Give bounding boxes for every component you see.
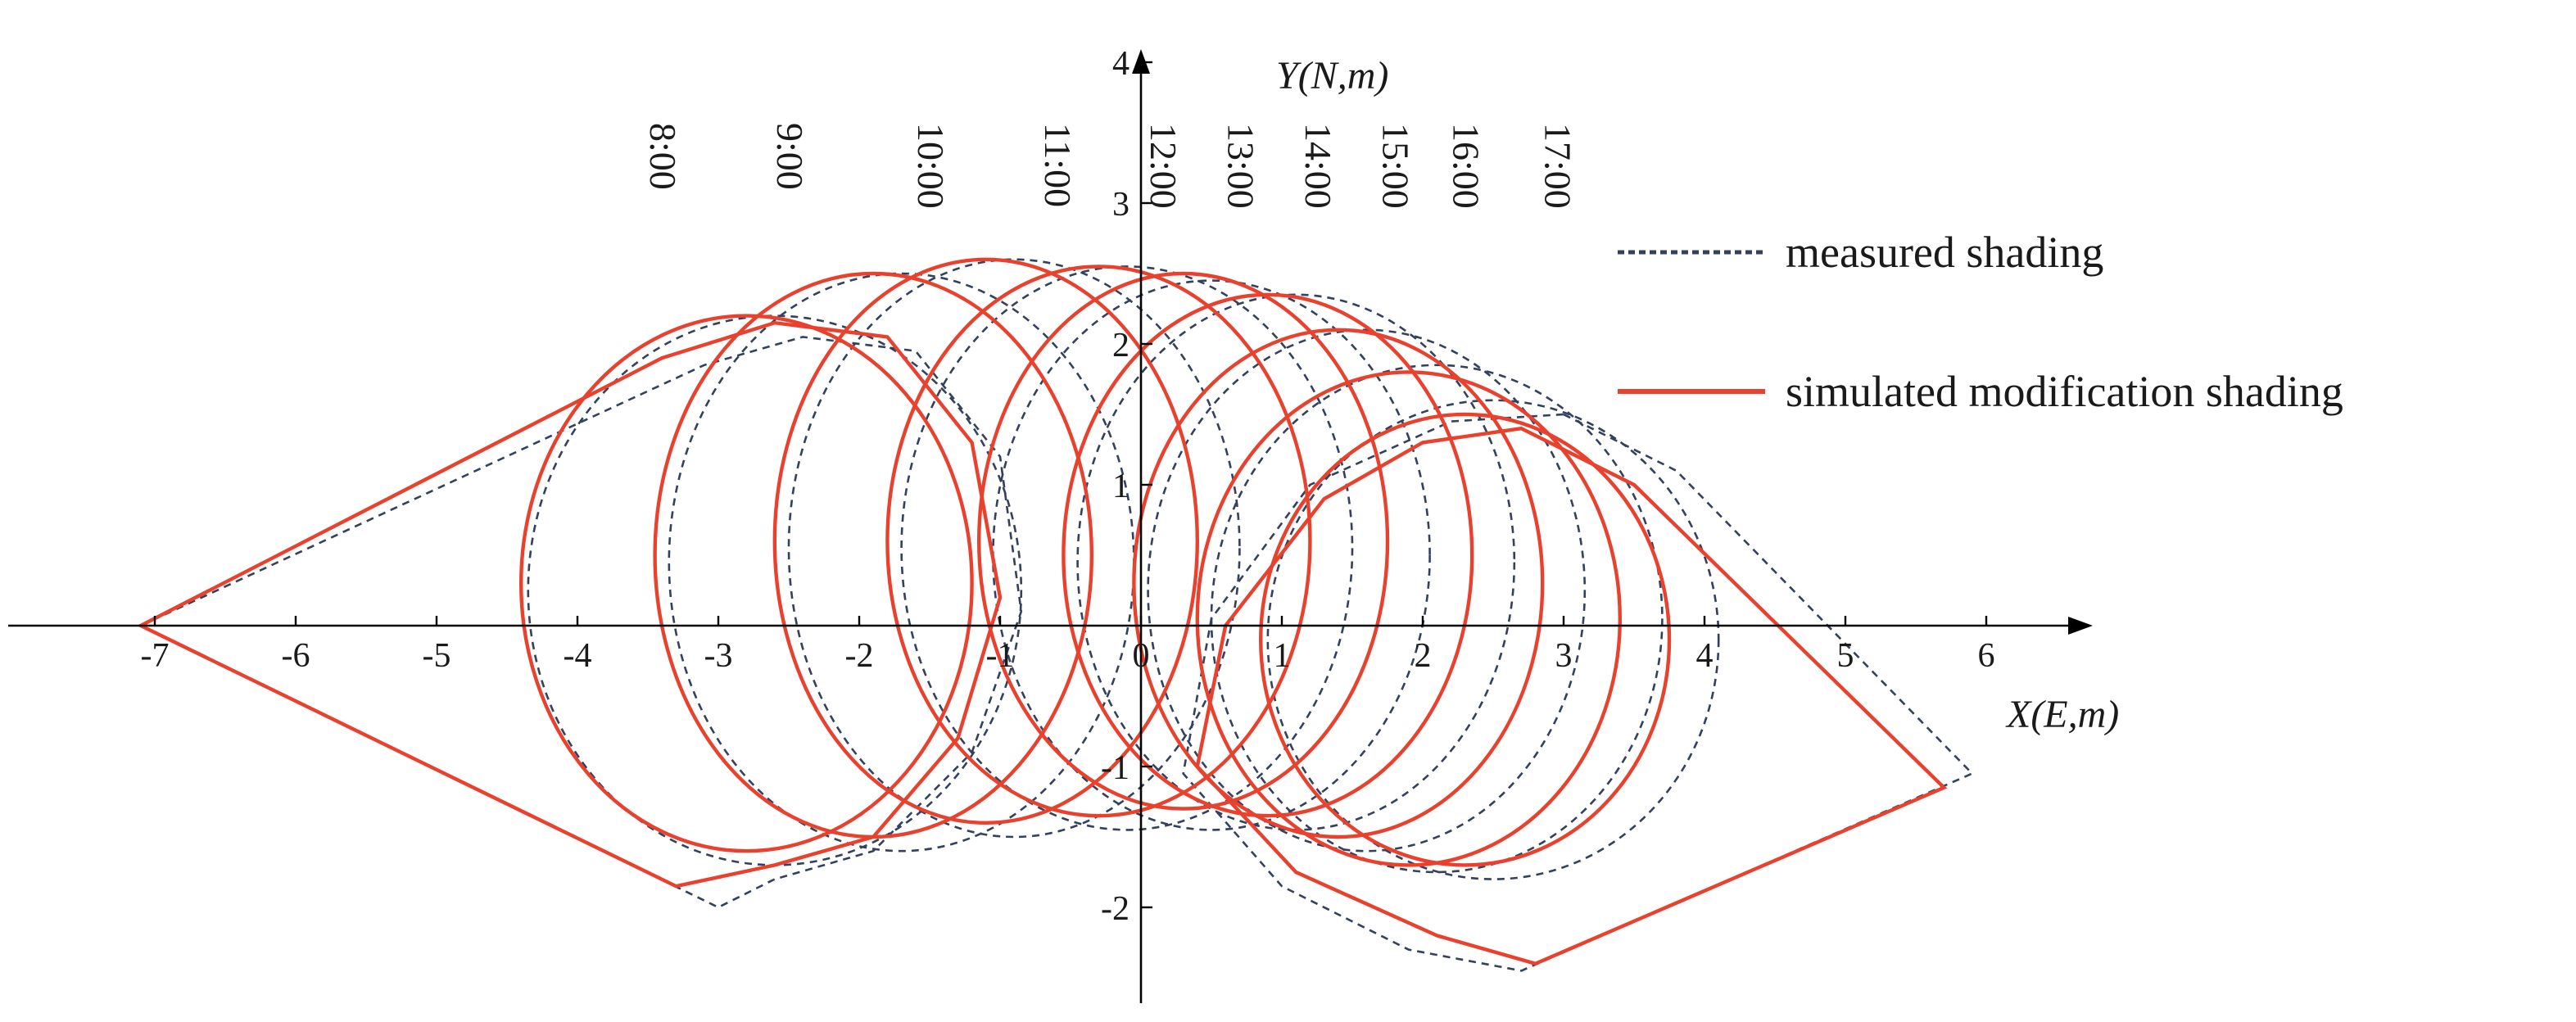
measured-shading-ellipse-2 xyxy=(787,258,1241,839)
simulated-modification-shading-ellipse-1 xyxy=(653,271,1093,839)
simulated-modification-shading-polygon-1 xyxy=(1195,426,1948,966)
legend-label-simulated: simulated modification shading xyxy=(1786,367,2343,416)
time-label-16-00: 16:00 xyxy=(1446,123,1487,209)
x-tick-label: -2 xyxy=(845,637,874,675)
time-label-12-00: 12:00 xyxy=(1143,123,1184,209)
x-axis-arrowhead xyxy=(2068,617,2093,635)
x-tick-label: 3 xyxy=(1555,637,1573,675)
simulated-modification-shading-ellipse-0 xyxy=(519,314,974,853)
measured-shading-ellipse-7 xyxy=(1210,364,1664,874)
y-tick-label: -1 xyxy=(1101,749,1130,787)
y-axis-label: Y(N,m) xyxy=(1276,54,1388,97)
time-label-13-00: 13:00 xyxy=(1220,123,1261,209)
simulated-modification-shading-polygon-0 xyxy=(136,320,1003,889)
measured-shading-ellipse-0 xyxy=(527,314,1023,866)
time-label-14-00: 14:00 xyxy=(1297,123,1339,209)
legend-label-measured: measured shading xyxy=(1786,228,2103,277)
y-ticks: -2 -1 1 2 3 4 xyxy=(1101,45,1152,928)
x-tick-label: -7 xyxy=(141,637,170,675)
x-axis-label: X(E,m) xyxy=(2005,693,2119,736)
time-labels: 8:00 9:00 10:00 11:00 12:00 13:00 14:00 15:00 16… xyxy=(642,123,1578,209)
simulated-modification-shading-ellipse-6 xyxy=(1132,328,1545,839)
y-tick-label: 2 xyxy=(1112,327,1130,364)
x-tick-label: -3 xyxy=(704,637,733,675)
x-tick-label: 5 xyxy=(1837,637,1854,675)
y-tick-label: 4 xyxy=(1112,45,1130,83)
time-label-10-00: 10:00 xyxy=(910,123,952,209)
x-tick-label: -5 xyxy=(423,637,451,675)
time-label-15-00: 15:00 xyxy=(1375,123,1417,209)
x-tick-label: -4 xyxy=(564,637,592,675)
x-tick-label: 1 xyxy=(1274,637,1291,675)
simulated-modification-shading-ellipse-2 xyxy=(772,257,1200,825)
simulated-modification-shading-ellipse-8 xyxy=(1258,412,1672,867)
measured-shading-polygon-0 xyxy=(138,336,1023,909)
simulated-modification-shading-ellipse-7 xyxy=(1195,370,1623,867)
time-label-9-00: 9:00 xyxy=(769,123,811,190)
x-tick-label: 2 xyxy=(1415,637,1432,675)
measured-shading-ellipse-6 xyxy=(1147,328,1587,852)
simulated-modification-shading-ellipse-5 xyxy=(1062,292,1474,818)
x-tick-label: 4 xyxy=(1696,637,1714,675)
time-label-8-00: 8:00 xyxy=(642,123,684,190)
y-tick-label: -2 xyxy=(1101,890,1130,928)
y-tick-label: 1 xyxy=(1112,468,1130,505)
x-ticks: -7 -6 -5 -4 -3 -2 -1 0 1 2 3 4 5 6 xyxy=(141,616,1995,675)
time-label-17-00: 17:00 xyxy=(1537,123,1578,209)
legend: measured shading simulated modification … xyxy=(1618,228,2343,416)
measured-shading-ellipse-3 xyxy=(900,265,1354,831)
y-tick-label: 3 xyxy=(1112,186,1130,224)
x-tick-label: 6 xyxy=(1978,637,1995,675)
measured-shading-polygon-1 xyxy=(1182,413,1975,972)
series-simulated-modification-shading xyxy=(136,257,1948,966)
x-tick-label: -6 xyxy=(282,637,310,675)
measured-shading-ellipse-4 xyxy=(992,279,1431,831)
simulated-modification-shading-ellipse-4 xyxy=(976,271,1390,811)
measured-shading-ellipse-8 xyxy=(1266,399,1720,880)
series-measured-shading xyxy=(138,258,1975,972)
plot-area xyxy=(136,257,1975,972)
simulated-modification-shading-ellipse-3 xyxy=(885,265,1312,818)
axes: -7 -6 -5 -4 -3 -2 -1 0 1 2 3 4 5 6 -2 -1 1 2 3 4 X(E,m) Y(… xyxy=(8,45,2119,1003)
time-label-11-00: 11:00 xyxy=(1037,123,1079,207)
x-tick-label: 0 xyxy=(1133,637,1150,675)
x-tick-label: -1 xyxy=(986,637,1015,675)
